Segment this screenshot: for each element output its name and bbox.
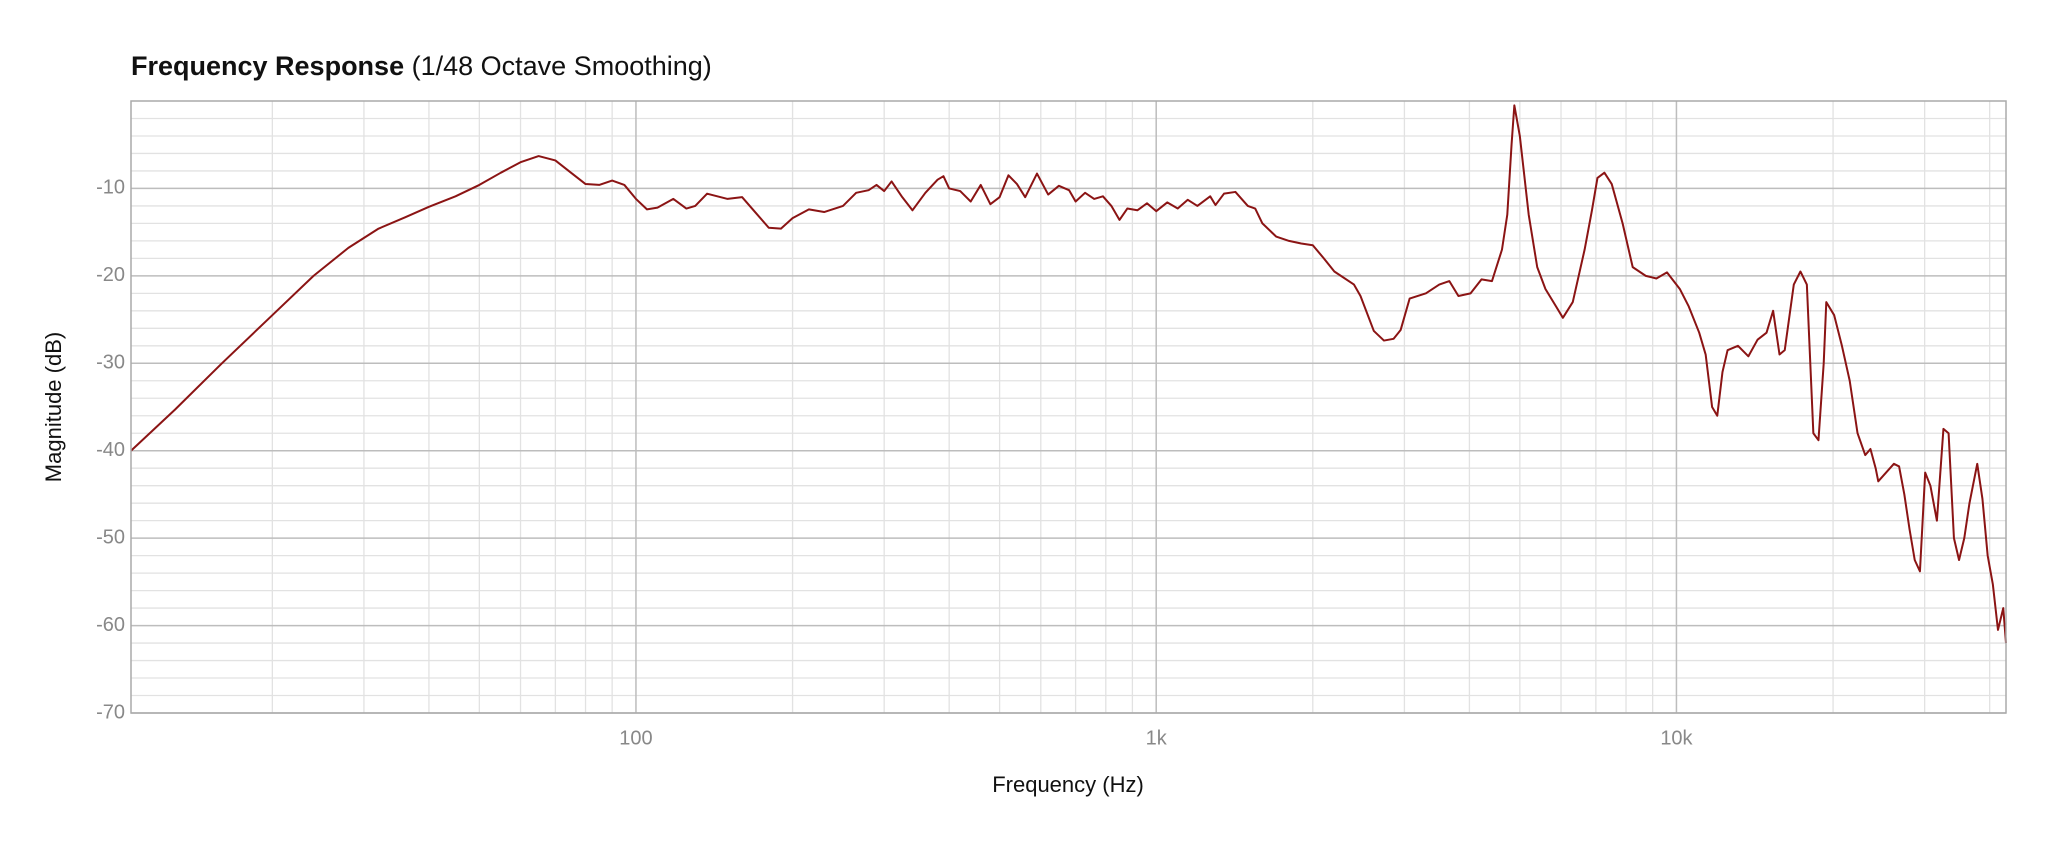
- response-line: [130, 104, 2007, 644]
- y-tick-label: -70: [96, 701, 125, 723]
- y-tick-label: -60: [96, 614, 125, 636]
- grid: [131, 101, 2006, 714]
- y-tick-label: -40: [96, 439, 125, 461]
- y-tick-label: -10: [96, 177, 125, 199]
- y-tick-label: -50: [96, 526, 125, 548]
- y-tick-label: -20: [96, 264, 125, 286]
- y-tick-label: -30: [96, 352, 125, 374]
- plot: [130, 104, 2007, 644]
- subtitle: (1/48 Octave Smoothing): [412, 51, 712, 81]
- title: Frequency Response: [131, 51, 404, 81]
- chart-title: Frequency Response (1/48 Octave Smoothin…: [131, 51, 712, 81]
- y-axis-label: Magnitude (dB): [41, 332, 66, 482]
- plot-frame: [130, 100, 2007, 714]
- x-tick-label: 100: [619, 727, 652, 749]
- x-tick-label: 1k: [1146, 727, 1168, 749]
- x-tick-label: 10k: [1660, 727, 1693, 749]
- x-axis-label: Frequency (Hz): [992, 772, 1144, 797]
